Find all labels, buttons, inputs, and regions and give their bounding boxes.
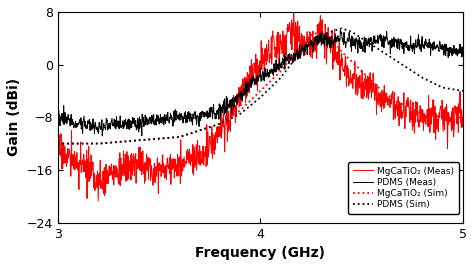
MgCaTiO₂ (Meas) — [268, 50, 274, 53]
Legend: MgCaTiO₂ (Meas), PDMS (Meas), MgCaTiO₂ (Sim), PDMS (Sim): MgCaTiO₂ (Meas), PDMS (Meas), MgCaTiO₂ (… — [348, 162, 458, 214]
PDMS (Sim) — [103, 141, 109, 144]
MgCaTiO₂ (Sim) — [187, 132, 192, 135]
PDMS (Meas) — [460, 55, 466, 58]
MgCaTiO₂ (Meas) — [95, 199, 101, 203]
Line: PDMS (Sim): PDMS (Sim) — [58, 29, 463, 144]
X-axis label: Frequency (GHz): Frequency (GHz) — [195, 246, 325, 260]
MgCaTiO₂ (Meas) — [231, 110, 237, 113]
MgCaTiO₂ (Sim) — [55, 142, 61, 145]
PDMS (Meas) — [123, 124, 129, 127]
PDMS (Meas) — [100, 134, 105, 138]
PDMS (Sim) — [55, 142, 61, 145]
MgCaTiO₂ (Meas) — [55, 146, 61, 150]
PDMS (Sim) — [460, 89, 466, 93]
PDMS (Sim) — [187, 132, 192, 135]
MgCaTiO₂ (Sim) — [348, 60, 354, 63]
PDMS (Meas) — [277, 57, 283, 60]
MgCaTiO₂ (Meas) — [277, 49, 283, 52]
PDMS (Meas) — [191, 111, 197, 114]
PDMS (Meas) — [231, 105, 237, 108]
MgCaTiO₂ (Sim) — [103, 141, 109, 144]
MgCaTiO₂ (Meas) — [123, 173, 129, 176]
PDMS (Sim) — [350, 31, 356, 34]
PDMS (Meas) — [337, 29, 343, 32]
PDMS (Sim) — [310, 40, 316, 44]
Line: PDMS (Meas): PDMS (Meas) — [58, 30, 463, 136]
Line: MgCaTiO₂ (Meas): MgCaTiO₂ (Meas) — [58, 2, 463, 201]
MgCaTiO₂ (Sim) — [460, 119, 466, 122]
PDMS (Sim) — [338, 27, 344, 30]
MgCaTiO₂ (Meas) — [191, 163, 197, 166]
PDMS (Sim) — [215, 123, 221, 126]
MgCaTiO₂ (Meas) — [291, 0, 296, 3]
PDMS (Meas) — [55, 117, 61, 120]
PDMS (Meas) — [109, 119, 115, 122]
PDMS (Meas) — [268, 68, 274, 71]
MgCaTiO₂ (Meas) — [109, 171, 115, 175]
MgCaTiO₂ (Sim) — [215, 123, 221, 126]
Line: MgCaTiO₂ (Sim): MgCaTiO₂ (Sim) — [58, 32, 463, 144]
MgCaTiO₂ (Sim) — [310, 33, 316, 36]
MgCaTiO₂ (Meas) — [460, 110, 466, 113]
MgCaTiO₂ (Sim) — [350, 61, 356, 65]
MgCaTiO₂ (Sim) — [318, 30, 324, 33]
PDMS (Sim) — [348, 30, 354, 33]
Y-axis label: Gain (dBi): Gain (dBi) — [7, 78, 21, 156]
